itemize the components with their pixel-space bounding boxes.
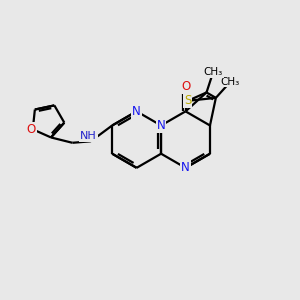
- Text: NH: NH: [80, 131, 97, 141]
- Text: N: N: [132, 105, 141, 118]
- Text: CH₃: CH₃: [203, 67, 223, 77]
- Text: O: O: [181, 80, 190, 93]
- Text: CH₃: CH₃: [220, 76, 240, 86]
- Text: O: O: [27, 123, 36, 136]
- Text: S: S: [184, 94, 191, 107]
- Text: N: N: [181, 161, 190, 174]
- Text: N: N: [157, 119, 166, 132]
